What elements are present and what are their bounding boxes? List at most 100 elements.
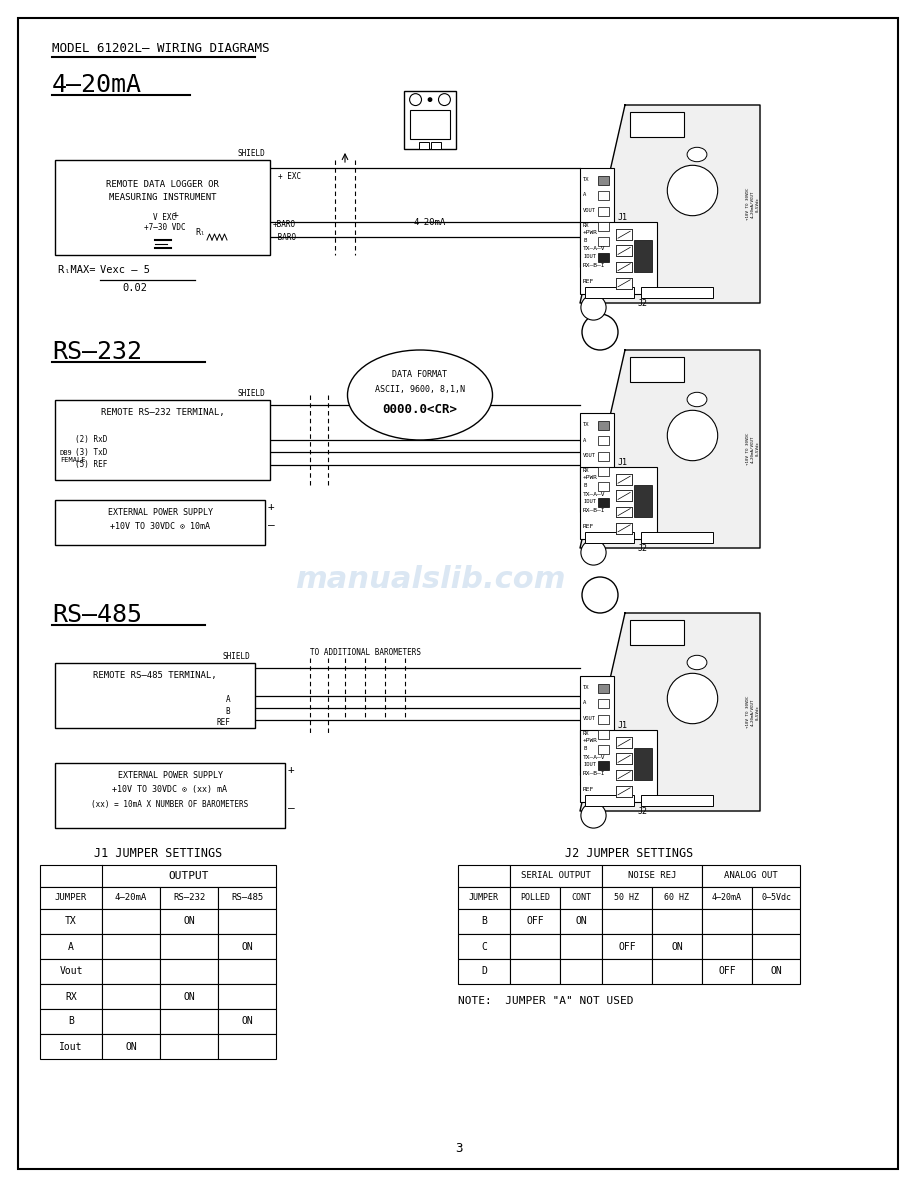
- Text: ON: ON: [183, 916, 195, 927]
- Bar: [40, 959, 102, 984]
- Bar: [102, 959, 160, 984]
- Text: REF: REF: [583, 279, 594, 284]
- Bar: [634, 240, 652, 272]
- Bar: [652, 909, 702, 934]
- Bar: [160, 959, 218, 984]
- Text: OFF: OFF: [618, 941, 636, 952]
- Bar: [602, 959, 652, 984]
- Bar: [602, 887, 652, 909]
- Bar: [598, 191, 609, 201]
- Circle shape: [667, 411, 718, 461]
- Text: TX: TX: [65, 916, 77, 927]
- Text: NOTE:  JUMPER "A" NOT USED: NOTE: JUMPER "A" NOT USED: [458, 996, 633, 1007]
- Circle shape: [582, 315, 618, 350]
- Bar: [40, 1009, 102, 1034]
- Bar: [616, 474, 633, 485]
- Bar: [102, 984, 160, 1009]
- Text: JUMPER: JUMPER: [469, 894, 499, 902]
- Bar: [510, 934, 560, 959]
- Bar: [40, 934, 102, 959]
- Text: OUTPUT: OUTPUT: [169, 871, 209, 881]
- Bar: [598, 699, 609, 709]
- Ellipse shape: [687, 392, 707, 407]
- Bar: [598, 497, 609, 507]
- Bar: [510, 909, 560, 934]
- Text: IOUT: IOUT: [583, 254, 596, 259]
- Text: TX: TX: [583, 685, 589, 690]
- Bar: [598, 761, 609, 769]
- Text: +10V TO 30VDC
4–20mA/VOUT
0–5Vdc: +10V TO 30VDC 4–20mA/VOUT 0–5Vdc: [746, 188, 759, 221]
- Text: 4–20mA: 4–20mA: [52, 72, 142, 97]
- Bar: [55, 160, 270, 255]
- Text: +PWR: +PWR: [583, 738, 598, 743]
- Bar: [616, 769, 633, 780]
- Text: REMOTE RS–232 TERMINAL,: REMOTE RS–232 TERMINAL,: [101, 408, 224, 417]
- Bar: [598, 730, 609, 740]
- Text: ON: ON: [125, 1041, 137, 1052]
- Polygon shape: [580, 612, 760, 811]
- Bar: [458, 934, 510, 959]
- Bar: [598, 745, 609, 754]
- Text: 4–20mA: 4–20mA: [115, 894, 147, 902]
- Bar: [510, 887, 560, 909]
- Ellipse shape: [687, 147, 707, 161]
- Bar: [40, 887, 102, 909]
- Text: VOUT: VOUT: [583, 452, 596, 458]
- Bar: [160, 1034, 218, 1059]
- Bar: [634, 748, 652, 780]
- Text: A: A: [68, 941, 74, 952]
- Bar: [630, 113, 684, 138]
- Text: TX: TX: [583, 423, 589, 427]
- Bar: [702, 959, 752, 984]
- Circle shape: [582, 577, 618, 612]
- Circle shape: [667, 165, 718, 216]
- Text: TX: TX: [583, 177, 589, 182]
- Ellipse shape: [687, 655, 707, 669]
- Text: Rₗ: Rₗ: [195, 228, 205, 237]
- Bar: [616, 507, 633, 518]
- Bar: [616, 246, 633, 256]
- Bar: [702, 934, 752, 959]
- Text: IOUT: IOUT: [583, 762, 596, 767]
- Text: ANALOG OUT: ANALOG OUT: [724, 871, 778, 881]
- Text: RX: RX: [65, 991, 77, 1002]
- Text: TX–A–V: TX–A–V: [583, 755, 606, 760]
- Bar: [616, 278, 633, 288]
- Bar: [431, 142, 441, 148]
- Text: J1: J1: [617, 721, 627, 730]
- Text: SERIAL OUTPUT: SERIAL OUTPUT: [521, 871, 591, 881]
- Polygon shape: [580, 104, 760, 303]
- Text: J1: J1: [617, 458, 627, 466]
- Bar: [634, 485, 652, 516]
- Text: POLLED: POLLED: [520, 894, 550, 902]
- Text: REMOTE DATA LOGGER OR: REMOTE DATA LOGGER OR: [106, 180, 218, 189]
- Text: Vout: Vout: [60, 966, 83, 977]
- Bar: [602, 865, 702, 887]
- Bar: [580, 466, 656, 539]
- Bar: [598, 176, 609, 185]
- Text: TX–A–V: TX–A–V: [583, 491, 606, 496]
- Text: RX–B–I: RX–B–I: [583, 770, 606, 775]
- Text: +10V TO 30VDC ⊙ 10mA: +10V TO 30VDC ⊙ 10mA: [110, 522, 210, 531]
- Text: B: B: [68, 1016, 74, 1027]
- Text: (2) RxD: (2) RxD: [75, 434, 107, 444]
- Text: IOUT: IOUT: [583, 499, 596, 503]
- Text: +: +: [268, 502, 274, 512]
- Bar: [652, 934, 702, 959]
- Circle shape: [429, 97, 431, 101]
- Text: NOISE REJ: NOISE REJ: [628, 871, 677, 881]
- Bar: [40, 909, 102, 934]
- Bar: [616, 737, 633, 748]
- Bar: [616, 754, 633, 764]
- Text: JUMPER: JUMPER: [55, 894, 87, 902]
- Bar: [580, 222, 656, 294]
- Circle shape: [439, 94, 451, 106]
- Bar: [598, 237, 609, 246]
- Bar: [602, 909, 652, 934]
- Bar: [560, 909, 602, 934]
- Text: Iout: Iout: [60, 1041, 83, 1052]
- Bar: [616, 229, 633, 240]
- Bar: [616, 490, 633, 501]
- Text: OFF: OFF: [718, 966, 736, 977]
- Text: C: C: [481, 941, 487, 952]
